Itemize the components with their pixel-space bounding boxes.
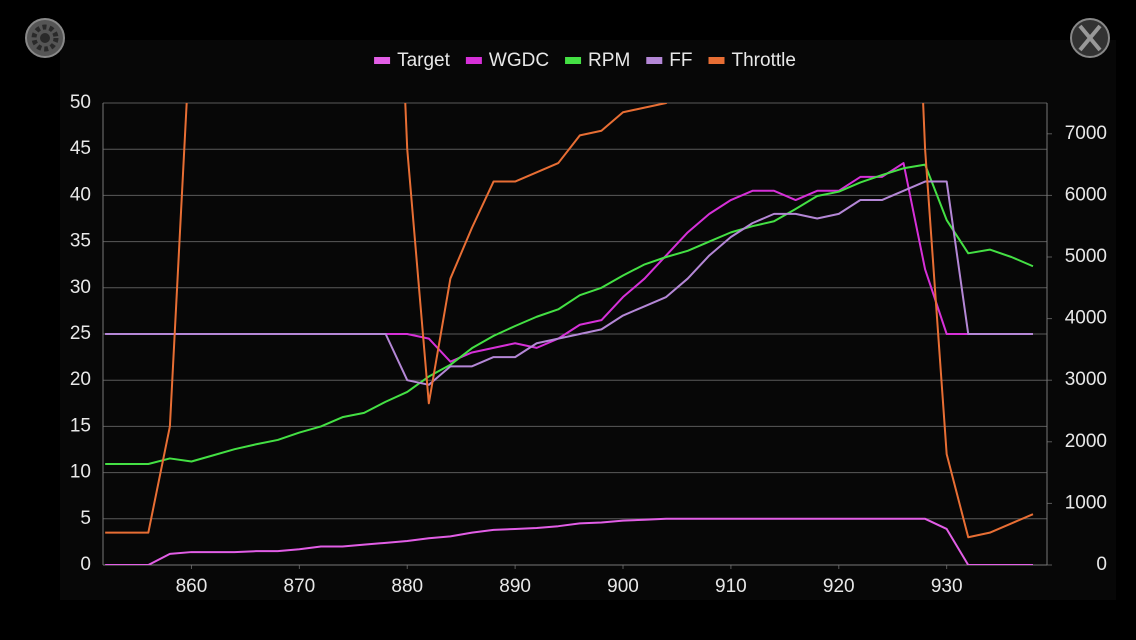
y2-tick-label: 2000	[1065, 431, 1107, 452]
legend-label: FF	[669, 50, 692, 71]
chart-panel	[60, 40, 1116, 600]
y-tick-label: 50	[70, 92, 91, 113]
y2-tick-label: 3000	[1065, 369, 1107, 390]
settings-button[interactable]	[25, 18, 65, 58]
legend-label: Throttle	[732, 50, 796, 71]
y-tick-label: 15	[70, 415, 91, 436]
legend-label: WGDC	[489, 50, 549, 71]
series-line	[105, 103, 1034, 539]
x-tick-label: 870	[284, 576, 316, 597]
legend-swatch	[374, 57, 391, 64]
legend-label: Target	[397, 50, 451, 71]
y-tick-label: 35	[70, 231, 91, 252]
x-tick-label: 880	[391, 576, 423, 597]
plot	[105, 103, 1034, 565]
y-tick-label: 25	[70, 323, 91, 344]
y-tick-label: 0	[80, 554, 91, 575]
y-tick-label: 10	[70, 462, 91, 483]
y-tick-label: 30	[70, 277, 91, 298]
x-tick-label: 910	[715, 576, 747, 597]
series-line	[105, 180, 1033, 386]
series-line	[105, 163, 1034, 465]
y2-tick-label: 4000	[1065, 308, 1107, 329]
x-tick-label: 900	[607, 576, 639, 597]
y2-tick-label: 7000	[1065, 123, 1107, 144]
close-button[interactable]	[1070, 18, 1110, 58]
y-tick-label: 5	[80, 508, 91, 529]
x-tick-label: 920	[823, 576, 855, 597]
series-line	[105, 517, 1033, 565]
x-tick-label: 890	[499, 576, 531, 597]
legend-swatch	[565, 57, 582, 64]
legend-swatch	[646, 57, 663, 64]
y2-tick-label: 0	[1096, 554, 1107, 575]
y2-tick-label: 5000	[1065, 246, 1107, 267]
legend-swatch	[708, 57, 725, 64]
y2-tick-label: 1000	[1065, 492, 1107, 513]
x-tick-label: 930	[931, 576, 963, 597]
legend-label: RPM	[588, 50, 630, 71]
x-tick-label: 860	[176, 576, 208, 597]
y2-tick-label: 6000	[1065, 184, 1107, 205]
y-tick-label: 45	[70, 138, 91, 159]
legend-swatch	[465, 57, 482, 64]
y-tick-label: 20	[70, 369, 91, 390]
y-tick-label: 40	[70, 184, 91, 205]
legend: Target WGDC RPM FF Throttle	[374, 50, 796, 71]
